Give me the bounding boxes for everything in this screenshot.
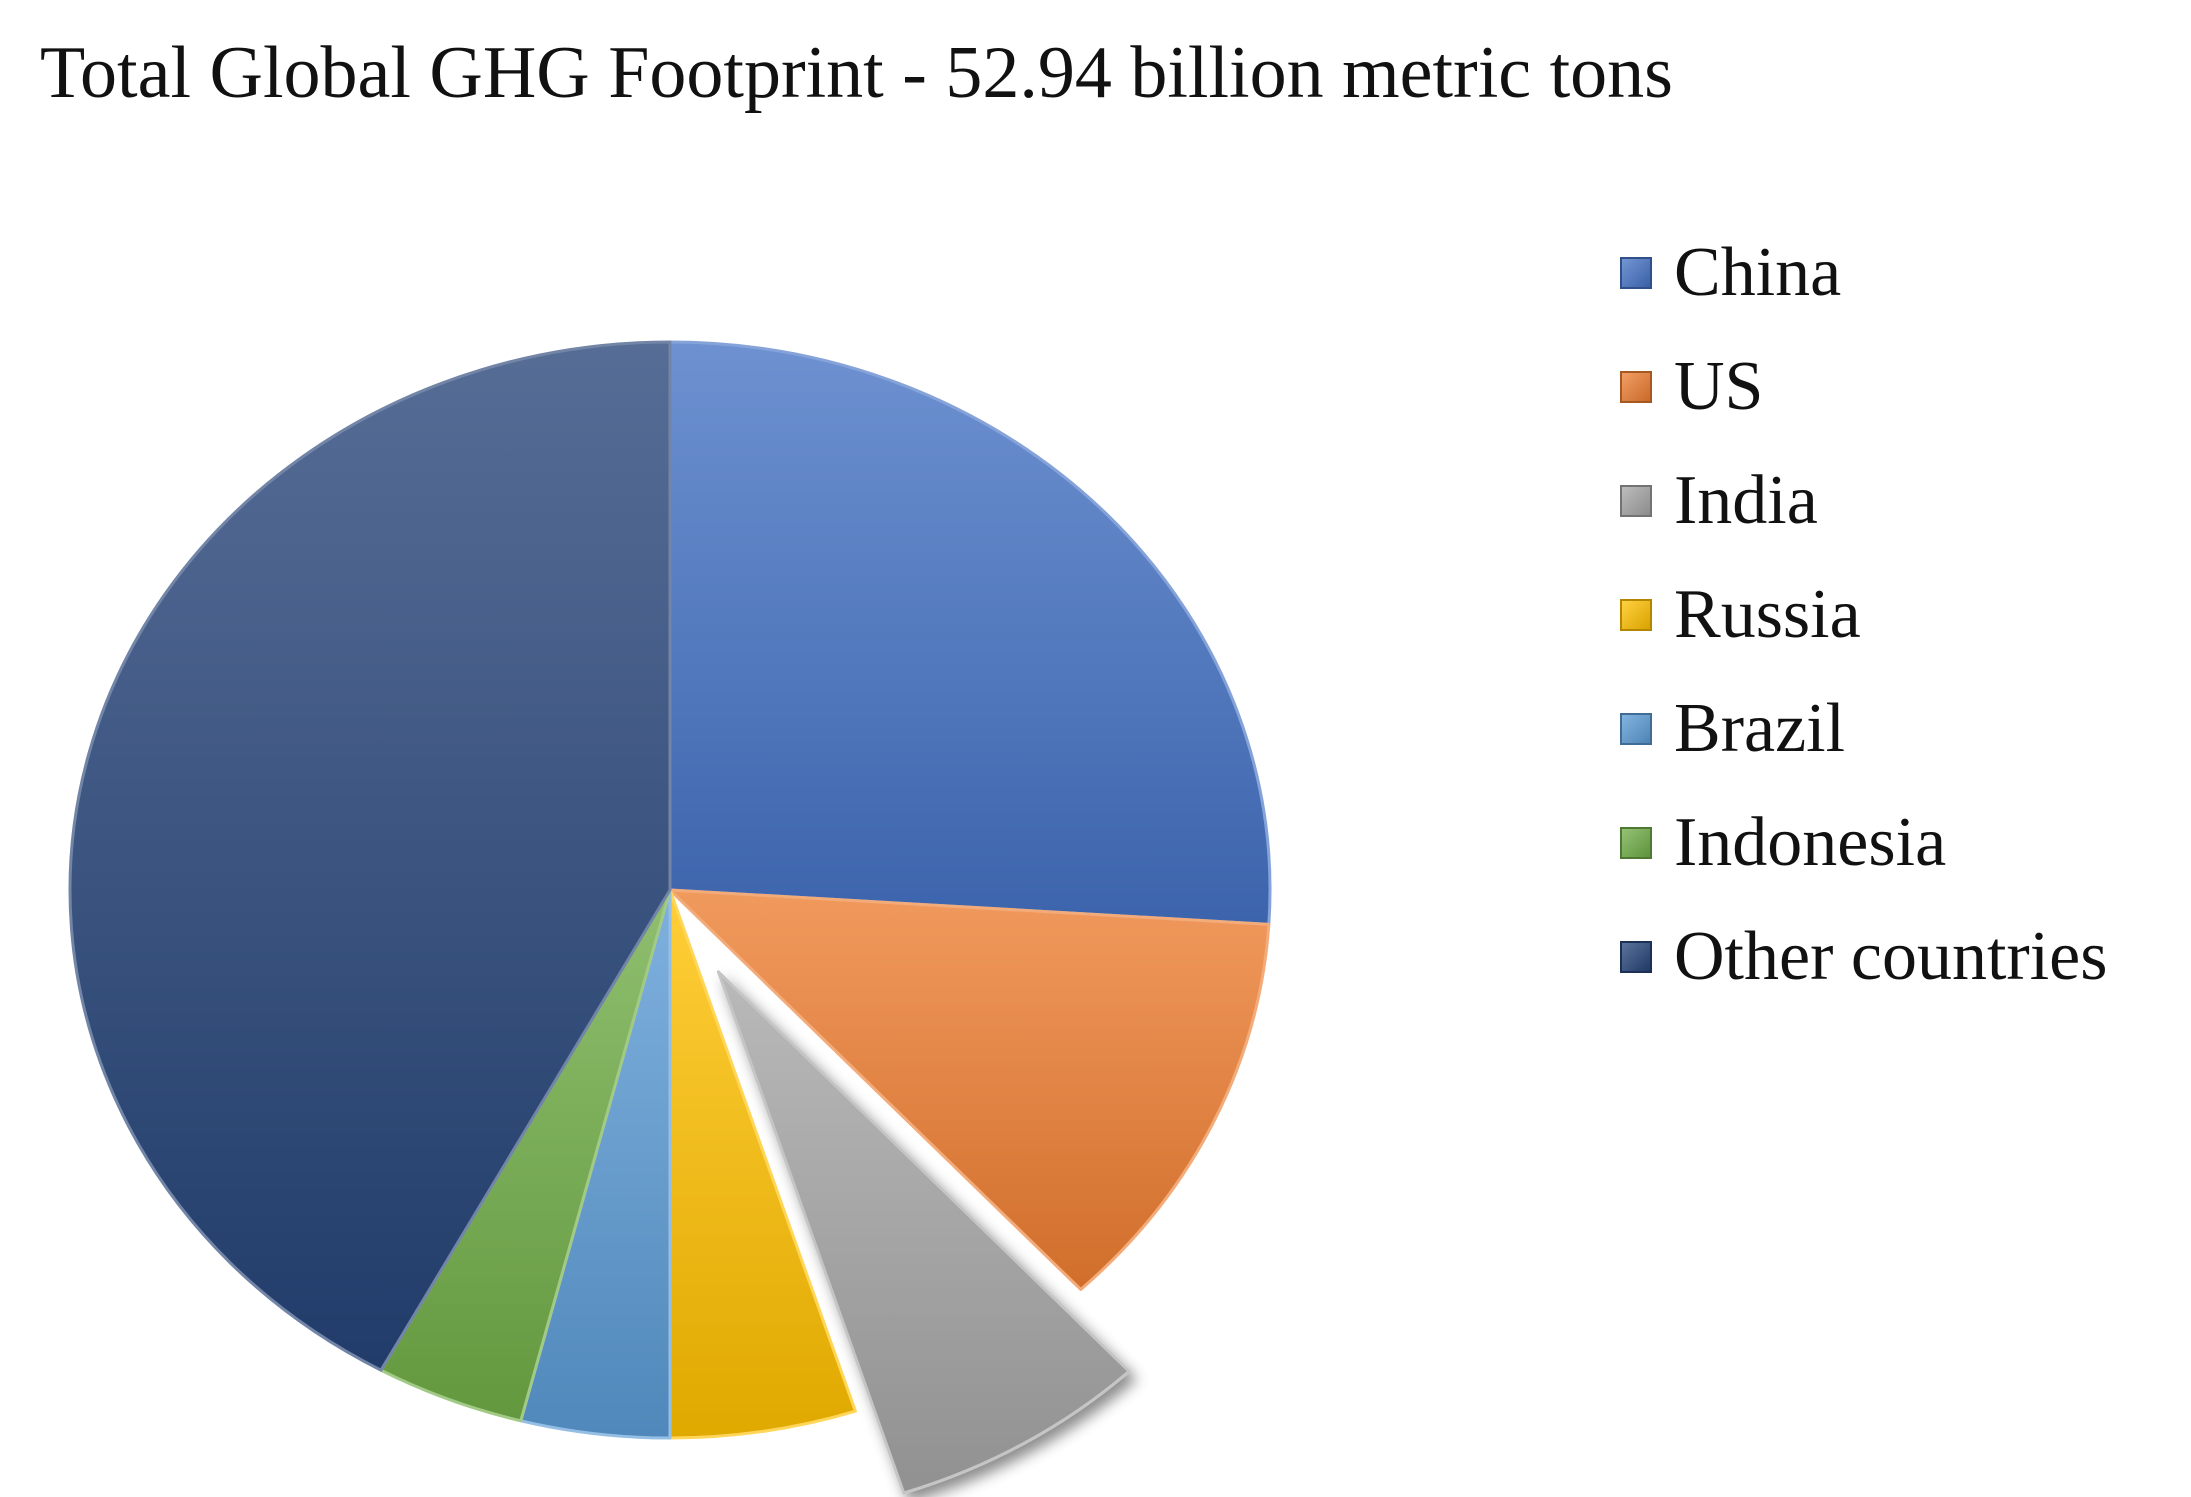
legend-label-indonesia: Indonesia [1674,804,1947,881]
pie-slice-other-countries [68,340,672,1372]
legend-label-brazil: Brazil [1674,690,1846,767]
pie-slice-us [668,888,1271,1291]
legend-item-other-countries: Other countries [1620,900,2180,1014]
legend-item-russia: Russia [1620,558,2180,672]
pie-slice-china [668,340,1272,926]
legend-item-brazil: Brazil [1620,672,2180,786]
legend-label-us: US [1674,348,1764,425]
legend-swatch-brazil [1620,713,1652,745]
legend-item-indonesia: Indonesia [1620,786,2180,900]
legend: China US India Russia Brazil Indonesia O… [1620,216,2180,1014]
legend-swatch-russia [1620,599,1652,631]
legend-label-russia: Russia [1674,576,1861,653]
legend-item-us: US [1620,330,2180,444]
chart-title: Total Global GHG Footprint - 52.94 billi… [40,32,1673,114]
legend-item-china: China [1620,216,2180,330]
pie-slice-india [716,970,1131,1495]
pie-slice-russia [668,888,857,1440]
legend-item-india: India [1620,444,2180,558]
legend-swatch-india [1620,485,1652,517]
legend-swatch-us [1620,371,1652,403]
legend-swatch-other-countries [1620,941,1652,973]
pie-slices [68,340,1272,1495]
legend-label-china: China [1674,234,1842,311]
legend-swatch-china [1620,257,1652,289]
legend-swatch-indonesia [1620,827,1652,859]
legend-label-other-countries: Other countries [1674,918,2108,995]
legend-label-india: India [1674,462,1818,539]
